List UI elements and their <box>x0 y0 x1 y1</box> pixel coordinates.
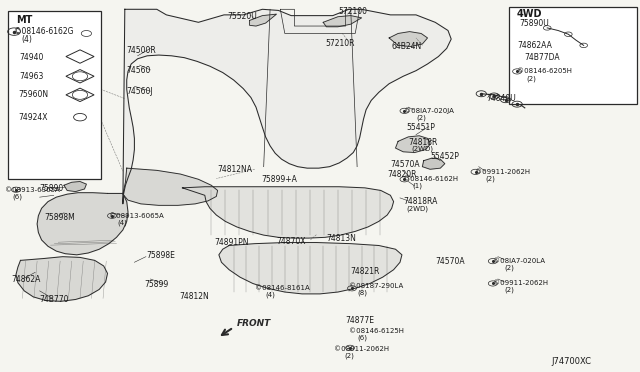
Text: (6): (6) <box>357 334 367 341</box>
Text: 75899: 75899 <box>144 280 168 289</box>
Text: 74862A: 74862A <box>12 275 41 284</box>
Text: ©08146-6125H: ©08146-6125H <box>349 328 404 334</box>
Text: 57210R: 57210R <box>325 39 355 48</box>
Text: (2): (2) <box>344 352 354 359</box>
Text: 74818RA: 74818RA <box>403 197 438 206</box>
Text: 74940: 74940 <box>19 53 44 62</box>
Bar <box>509 7 637 104</box>
Text: ©08911-2062H: ©08911-2062H <box>334 346 389 352</box>
Text: (2): (2) <box>485 175 495 182</box>
Text: 75899+A: 75899+A <box>261 175 297 184</box>
Polygon shape <box>182 187 394 238</box>
Text: 74570A: 74570A <box>390 160 420 169</box>
Text: (2): (2) <box>526 76 536 82</box>
Text: 74570A: 74570A <box>435 257 465 266</box>
Text: ©09911-2062H: ©09911-2062H <box>493 280 548 286</box>
Text: ©08IA7-020JA: ©08IA7-020JA <box>404 108 454 114</box>
Text: (4): (4) <box>21 35 32 44</box>
Text: (2): (2) <box>504 287 514 294</box>
Polygon shape <box>64 182 86 192</box>
Text: (6): (6) <box>13 193 23 200</box>
Text: 74818R: 74818R <box>408 138 438 147</box>
Polygon shape <box>323 16 362 27</box>
Text: FRONT: FRONT <box>237 319 271 328</box>
Text: 74812N: 74812N <box>179 292 209 301</box>
Bar <box>8 11 101 179</box>
Text: (4): (4) <box>266 292 275 298</box>
Polygon shape <box>37 193 128 255</box>
Text: 75898M: 75898M <box>45 213 76 222</box>
Text: (1): (1) <box>413 183 423 189</box>
Text: ©08146-8161A: ©08146-8161A <box>255 285 310 291</box>
Text: J74700XC: J74700XC <box>552 357 591 366</box>
Text: 74B77DA: 74B77DA <box>525 53 561 62</box>
Text: 74B770: 74B770 <box>40 295 69 304</box>
Polygon shape <box>389 32 428 46</box>
Text: 75890: 75890 <box>40 185 64 193</box>
Text: ©08187-290LA: ©08187-290LA <box>349 283 403 289</box>
Text: 55452P: 55452P <box>430 153 459 161</box>
Text: 572100: 572100 <box>338 7 367 16</box>
Text: ©08913-6365A: ©08913-6365A <box>5 187 60 193</box>
Text: 75898E: 75898E <box>146 251 175 260</box>
Text: (2): (2) <box>504 264 514 271</box>
Polygon shape <box>422 158 445 169</box>
Text: ©08IA7-020LA: ©08IA7-020LA <box>493 258 545 264</box>
Text: 74560J: 74560J <box>127 87 154 96</box>
Text: 4WD: 4WD <box>517 9 543 19</box>
Polygon shape <box>123 168 218 205</box>
Text: ©08146-6162G: ©08146-6162G <box>14 27 74 36</box>
Text: 74500R: 74500R <box>127 46 156 55</box>
Text: ©08146-6162H: ©08146-6162H <box>403 176 458 182</box>
Polygon shape <box>250 14 276 26</box>
Text: 75960N: 75960N <box>18 90 48 99</box>
Text: 74820R: 74820R <box>387 170 417 179</box>
Text: 75520U: 75520U <box>227 12 257 21</box>
Text: 74840U: 74840U <box>486 94 516 103</box>
Polygon shape <box>16 257 108 301</box>
Text: 74813N: 74813N <box>326 234 356 243</box>
Text: 75890U: 75890U <box>520 19 549 28</box>
Text: 74821R: 74821R <box>351 267 380 276</box>
Text: (4): (4) <box>117 219 127 226</box>
Text: (2WD): (2WD) <box>406 205 428 212</box>
Polygon shape <box>219 243 402 294</box>
Text: 74862AA: 74862AA <box>517 41 552 50</box>
Text: (2): (2) <box>416 114 426 121</box>
Polygon shape <box>123 9 451 204</box>
Text: MT: MT <box>16 16 33 25</box>
Text: 55451P: 55451P <box>406 123 435 132</box>
Text: 74812NA: 74812NA <box>218 165 253 174</box>
Text: 74891PN: 74891PN <box>214 238 249 247</box>
Text: 74560: 74560 <box>127 66 151 75</box>
Text: 74877E: 74877E <box>346 316 374 325</box>
Text: ©08146-6205H: ©08146-6205H <box>517 68 572 74</box>
Text: 74870X: 74870X <box>276 237 306 246</box>
Text: (2WD): (2WD) <box>412 145 433 152</box>
Text: 74963: 74963 <box>19 72 44 81</box>
Text: 74924X: 74924X <box>18 113 47 122</box>
Text: ©08913-6065A: ©08913-6065A <box>109 213 164 219</box>
Text: ©09911-2062H: ©09911-2062H <box>475 169 530 175</box>
Text: 64B24N: 64B24N <box>392 42 422 51</box>
Polygon shape <box>396 136 430 153</box>
Text: (8): (8) <box>357 290 367 296</box>
